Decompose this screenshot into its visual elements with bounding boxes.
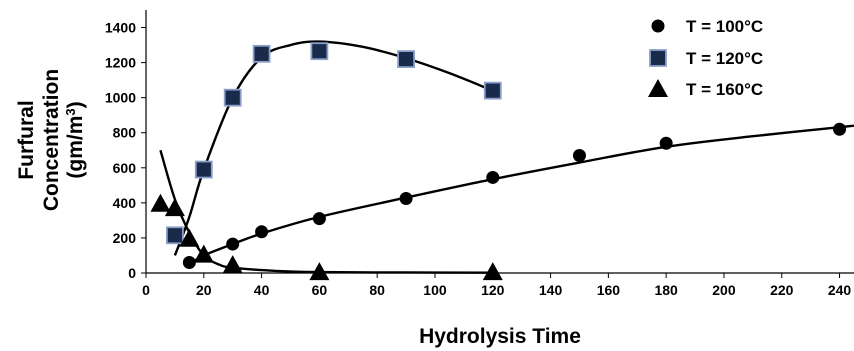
legend-label-120c: T = 120°C [686,49,763,68]
y-tick-label: 0 [128,265,136,281]
y-tick-label: 800 [113,125,137,141]
y-tick-label: 1000 [105,90,136,106]
x-tick-label: 240 [828,282,852,298]
legend-label-100c: T = 100°C [686,17,763,36]
fit-line-100c [188,124,854,266]
x-tick-label: 120 [481,282,505,298]
x-axis-title: Hydrolysis Time [419,325,581,348]
data-point-100c [312,212,326,226]
data-point-100c [486,170,500,184]
data-point-120c [397,50,415,68]
legend-label-160c: T = 160°C [686,80,763,99]
data-point-120c [165,226,184,245]
data-point-100c [399,191,413,205]
x-tick-label: 20 [196,282,212,298]
legend-marker-120c [649,49,667,67]
data-point-160c [179,228,200,247]
y-tick-label: 200 [113,230,137,246]
axes [145,10,854,274]
x-tick-label: 220 [770,282,794,298]
x-tick-label: 200 [712,282,736,298]
data-point-160c [193,244,214,263]
y-axis-title: Furfural Concentration (gm/m3) [15,69,87,211]
x-tick-label: 60 [312,282,328,298]
x-tick-label: 180 [654,282,678,298]
x-tick-label: 100 [423,282,447,298]
fit-line-120c [173,40,494,256]
y-tick-labels: 0 200 400 600 800 1000 1200 1400 [105,20,146,281]
data-point-100c [572,149,586,163]
x-tick-label: 40 [254,282,270,298]
fit-lines [159,40,854,274]
y-tick-label: 400 [113,195,137,211]
x-tick-label: 140 [539,282,563,298]
data-point-120c [483,81,502,100]
data-point-120c [252,44,271,63]
data-point-100c [659,136,673,150]
x-tick-label: 160 [597,282,621,298]
data-point-120c [223,88,242,107]
y-axis-title-line: (gm/m3) [63,101,87,178]
y-tick-label: 1200 [105,55,136,71]
x-tick-label: 80 [369,282,385,298]
data-point-100c [255,225,269,239]
legend-marker-160c [648,79,668,97]
data-point-160c [150,193,171,212]
x-tick-label: 0 [142,282,150,298]
y-axis-title-line: Furfural [15,100,38,179]
data-point-160c [309,262,330,281]
data-point-160c [222,255,243,274]
data-point-160c [164,198,185,217]
data-point-120c [194,160,213,179]
legend-marker-100c [651,19,665,33]
x-tick-labels: 0 20 40 60 80 100 120 140 160 180 200 220 240 [142,273,851,298]
legend: T = 100°C T = 120°C T = 160°C [648,17,763,99]
data-point-100c [182,255,196,269]
data-point-120c [310,42,329,61]
data-markers [150,42,847,281]
data-point-100c [226,237,240,251]
y-axis-title-line: Concentration [40,69,63,211]
data-point-100c [833,122,847,136]
y-tick-label: 600 [113,160,137,176]
y-tick-label: 1400 [105,20,136,36]
data-point-160c [482,262,503,281]
